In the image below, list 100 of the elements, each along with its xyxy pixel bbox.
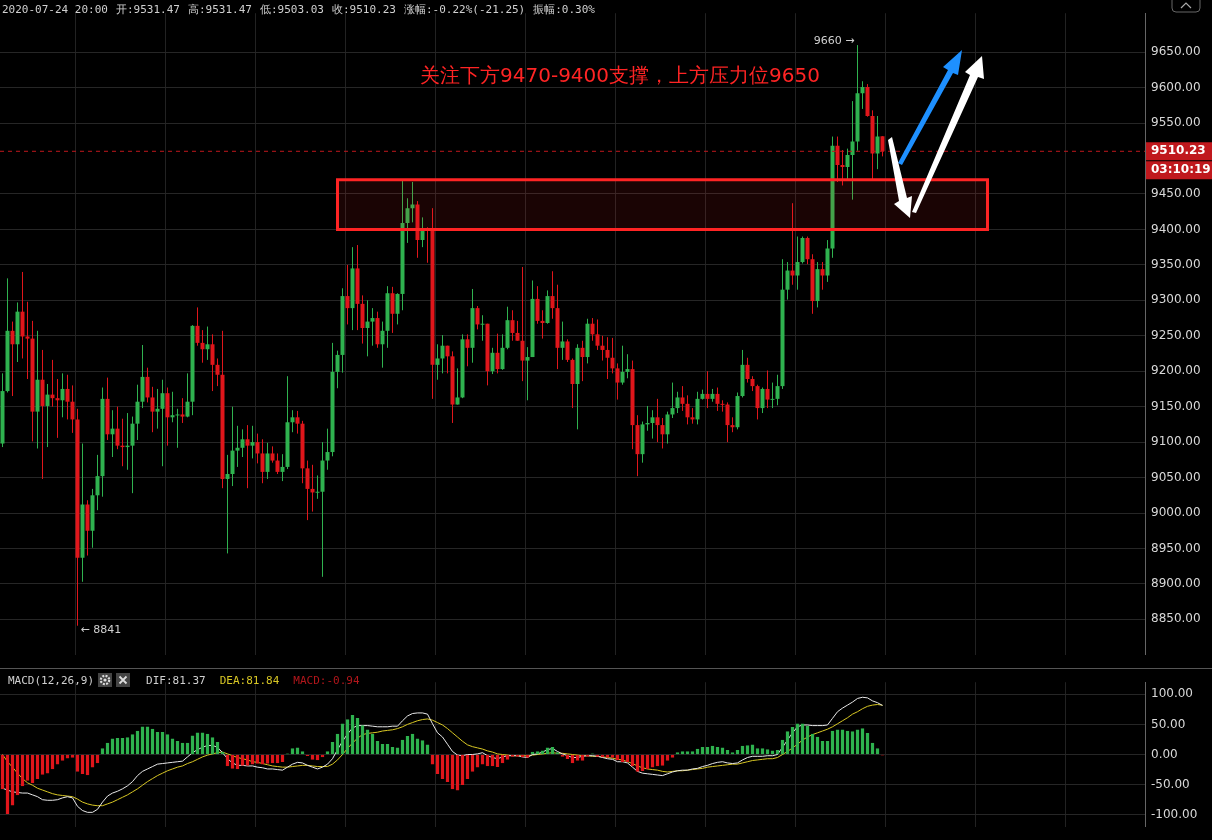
y-tick-label: 9100.00 (1151, 434, 1201, 449)
candlestick (145, 367, 150, 403)
candlestick (520, 266, 525, 382)
y-tick-label: 9300.00 (1151, 292, 1201, 307)
candlestick (45, 383, 50, 448)
candlestick (590, 317, 595, 342)
candlestick (205, 326, 210, 361)
candlestick (675, 391, 680, 414)
candlestick (760, 387, 765, 414)
candlestick (670, 382, 675, 419)
candlestick (280, 453, 285, 482)
candlestick (135, 384, 140, 441)
candlestick (95, 454, 100, 511)
candlestick (185, 372, 190, 418)
candlestick (455, 367, 460, 406)
candlestick (785, 261, 790, 301)
candlestick (600, 335, 605, 362)
candlestick (875, 115, 880, 170)
y-tick-label: 9200.00 (1151, 363, 1201, 378)
candlestick (845, 148, 850, 180)
candlestick (215, 357, 220, 387)
candlestick (605, 336, 610, 380)
candlestick (225, 454, 230, 554)
candlestick (820, 261, 825, 291)
annotation: 9660 → (813, 33, 855, 47)
text: 03:10:19 (1151, 162, 1211, 177)
candlestick (440, 334, 445, 374)
annotation: 涨幅:-0.22%(-21.25) (403, 3, 526, 16)
candlestick (445, 345, 450, 374)
candlestick (880, 135, 885, 157)
candlestick (390, 286, 395, 334)
candlestick (500, 333, 505, 371)
annotation: 高:9531.47 (187, 3, 252, 16)
candlestick (495, 333, 500, 374)
y-tick-label: 9150.00 (1151, 398, 1201, 413)
ref-line-label: 9510.23 (1151, 143, 1206, 158)
candlestick (860, 80, 865, 110)
candlestick (60, 372, 65, 418)
candlestick (335, 350, 340, 389)
candlestick (240, 428, 245, 458)
candlestick (70, 384, 75, 434)
candlestick (745, 357, 750, 384)
y-tick-label: -100.00 (1151, 806, 1198, 821)
annotation: MACD(12,26,9) (8, 673, 95, 687)
candlestick (65, 374, 70, 420)
candlestick (560, 321, 565, 361)
candlestick (610, 337, 615, 374)
candlestick (665, 411, 670, 445)
candlestick (130, 416, 135, 494)
candlestick (850, 100, 855, 201)
annotation: 振幅:0.30% (533, 3, 595, 16)
candlestick (380, 321, 385, 369)
candlestick (315, 474, 320, 500)
candlestick (155, 388, 160, 430)
candlestick (305, 460, 310, 521)
candlestick (25, 301, 30, 380)
candlestick (765, 370, 770, 409)
y-tick-label: -50.00 (1151, 776, 1190, 791)
candlestick (115, 406, 120, 450)
candlestick (790, 202, 795, 286)
candlestick (245, 424, 250, 489)
y-tick-label: 0.00 (1151, 746, 1178, 761)
candlestick (325, 428, 330, 471)
candlestick (235, 425, 240, 468)
candlestick (175, 408, 180, 449)
candlestick (550, 270, 555, 320)
candlestick (835, 136, 840, 183)
candlestick (535, 285, 540, 325)
candlestick (370, 307, 375, 347)
candlestick (620, 345, 625, 386)
candlestick (685, 394, 690, 425)
candlestick (465, 333, 470, 367)
candlestick (625, 353, 630, 379)
candlestick (200, 329, 205, 364)
candlestick (565, 338, 570, 363)
candlestick (580, 340, 585, 382)
annotation: 开:9531.47 (115, 3, 180, 16)
candlestick (250, 425, 255, 459)
y-tick-label: 9400.00 (1151, 221, 1201, 236)
candlestick (775, 374, 780, 406)
annotation: DEA:81.84 (219, 673, 280, 687)
candlestick (680, 385, 685, 412)
candlestick (10, 321, 15, 397)
y-tick-label: 9350.00 (1151, 257, 1201, 271)
y-tick-label: 9250.00 (1151, 327, 1201, 342)
candlestick (365, 299, 370, 357)
y-tick-label: 50.00 (1151, 716, 1186, 731)
annotation: ← 8841 (80, 622, 122, 636)
candlestick (510, 309, 515, 342)
y-tick-label: 100.00 (1151, 686, 1193, 701)
candlestick (480, 314, 485, 342)
candlestick (195, 306, 200, 347)
y-tick-label: 9450.00 (1151, 186, 1201, 201)
candlestick (180, 397, 185, 424)
candlestick (395, 292, 400, 325)
annotation: MACD:-0.94 (293, 673, 360, 687)
annotation: DIF:81.37 (146, 673, 206, 687)
candlestick (720, 399, 725, 413)
candlestick (695, 391, 700, 425)
y-tick-label: 9000.00 (1151, 505, 1201, 520)
